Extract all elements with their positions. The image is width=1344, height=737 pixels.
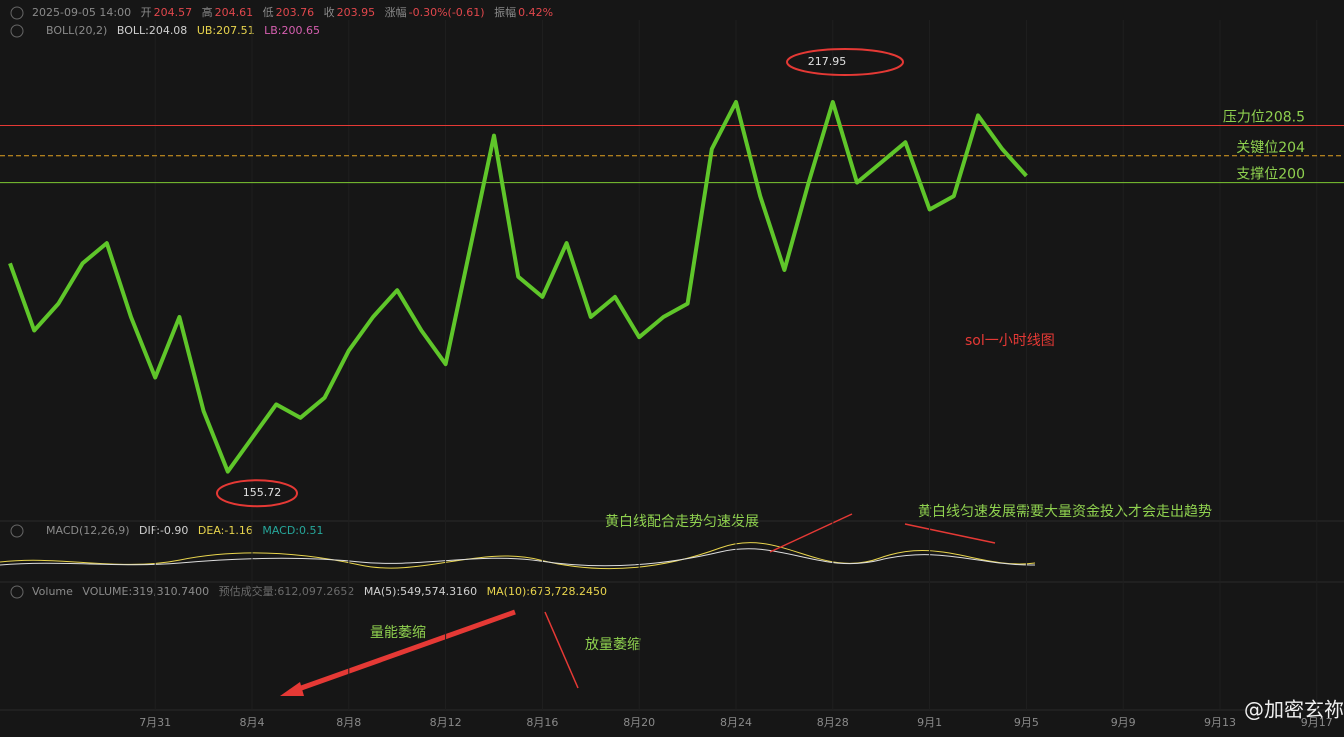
macd-curve	[0, 542, 1036, 570]
datetime: 2025-09-05 14:00	[32, 6, 131, 19]
x-tick-label: 9月5	[1014, 716, 1039, 729]
value: MA(5):549,574.3160	[364, 585, 477, 598]
macd-line: MACD(12,26,9) DIF:-0.90 DEA:-1.16 MACD:0…	[46, 524, 324, 537]
annotation: 放量萎缩	[585, 637, 641, 653]
value: MA(10):673,728.2450	[487, 585, 607, 598]
value: UB:207.51	[197, 24, 255, 37]
x-tick-label: 9月17	[1301, 716, 1333, 729]
arrow-head	[280, 682, 304, 696]
annotation: sol一小时线图	[965, 333, 1055, 349]
collapse-icon[interactable]	[10, 585, 24, 599]
high-ring	[786, 48, 904, 77]
value: 204.57	[154, 6, 193, 19]
value: 204.61	[215, 6, 254, 19]
x-tick-label: 8月8	[336, 716, 361, 729]
watermark: @加密玄祢	[1244, 698, 1344, 722]
high-label: 217.95	[808, 55, 847, 68]
x-tick-label: 8月28	[817, 716, 849, 729]
label: 高	[202, 5, 213, 19]
x-tick-label: 8月20	[623, 716, 655, 729]
label: 低	[263, 6, 274, 19]
low-label: 155.72	[243, 486, 282, 499]
x-tick-label: 9月13	[1204, 716, 1236, 729]
collapse-icon[interactable]	[10, 524, 24, 538]
level-label: 关键位204	[1236, 140, 1305, 156]
arrow	[904, 523, 996, 544]
indicator-name: MACD(12,26,9)	[46, 524, 130, 537]
header-line: 2025-09-05 14:00 开 204.57 高 204.61 低 203.76…	[32, 5, 553, 19]
arrow	[769, 513, 853, 553]
x-tick-label: 8月12	[430, 716, 462, 729]
x-tick-label: 7月31	[139, 716, 171, 729]
price-line	[8, 100, 1028, 474]
value: -0.30%(-0.61)	[409, 6, 485, 19]
x-tick-label: 8月4	[240, 716, 265, 729]
indicator-name: BOLL(20,2)	[46, 24, 107, 37]
x-tick-label: 9月1	[917, 716, 942, 729]
value: DEA:-1.16	[198, 524, 253, 537]
low-ring	[216, 479, 298, 508]
annotation: 黄白线配合走势匀速发展	[605, 513, 759, 530]
level-label: 支撑位200	[1236, 167, 1305, 183]
value: 预估成交量:612,097.2652	[219, 584, 355, 598]
collapse-icon[interactable]	[10, 24, 24, 38]
indicator-name: Volume	[32, 585, 73, 598]
label: 开	[141, 6, 152, 19]
collapse-icon[interactable]	[10, 6, 24, 20]
value: BOLL:204.08	[117, 24, 187, 37]
x-tick-label: 9月9	[1111, 716, 1136, 729]
annotation: 黄白线匀速发展需要大量资金投入才会走出趋势	[918, 503, 1212, 520]
x-tick-label: 8月16	[526, 716, 558, 729]
label: 涨幅	[385, 6, 407, 19]
value: 0.42%	[518, 6, 553, 19]
value: DIF:-0.90	[139, 524, 188, 537]
value: LB:200.65	[264, 24, 320, 37]
annotation: 量能萎缩	[370, 625, 426, 641]
label: 振幅	[494, 5, 516, 19]
volume-line: Volume VOLUME:319,310.7400 预估成交量:612,097…	[32, 584, 607, 598]
value: VOLUME:319,310.7400	[82, 585, 209, 598]
label: 收	[324, 5, 335, 19]
value: MACD:0.51	[262, 524, 323, 537]
boll-line: BOLL(20,2) BOLL:204.08 UB:207.51 LB:200.…	[46, 24, 320, 37]
x-tick-label: 8月24	[720, 716, 752, 729]
arrow	[544, 611, 579, 689]
macd-curve	[0, 548, 1036, 567]
level-label: 压力位208.5	[1223, 110, 1305, 126]
arrow	[289, 609, 516, 695]
value: 203.95	[337, 6, 376, 19]
value: 203.76	[276, 6, 315, 19]
